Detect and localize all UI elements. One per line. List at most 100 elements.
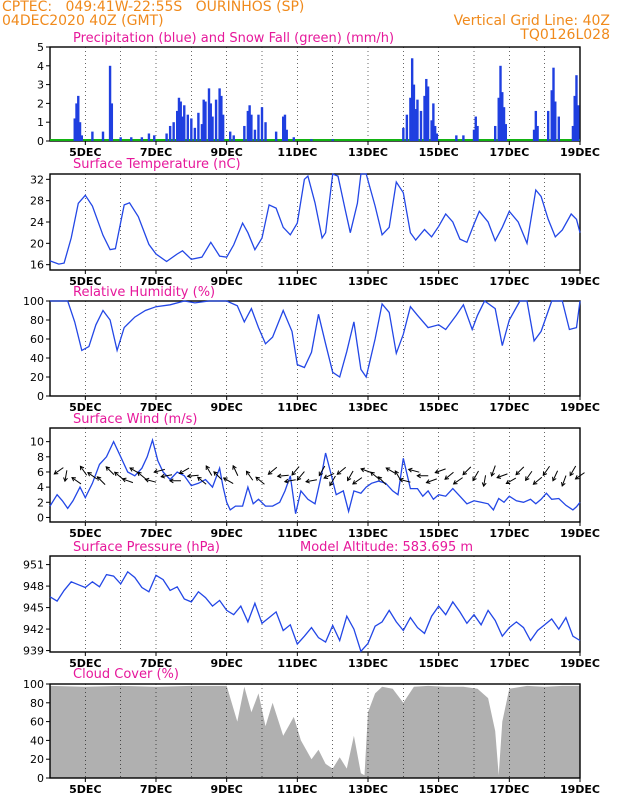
precip-bar [433,125,437,141]
rh-title: Relative Humidity (%) [73,285,215,300]
rh-ytick-label: 60 [30,333,44,346]
rh-xtick-label: 17DEC [489,401,529,414]
precip-bar [153,135,156,141]
cloud-xtick-label: 9DEC [210,783,242,796]
pressure-frame [49,555,581,653]
wind-arrow [452,477,463,485]
precip-bar [140,137,144,141]
pressure-xtick-label: 9DEC [210,657,242,670]
precip-bar [221,114,225,141]
rh-xtick-label: 19DEC [560,401,600,414]
precip-bar [264,122,267,141]
cloud-ytick-label: 60 [30,716,44,729]
wind-arrow [205,465,213,476]
precip-bar [108,65,112,141]
wind-arrow [121,477,134,484]
precip-xtick-label: 5DEC [69,146,101,159]
wind-arrow [377,476,387,486]
precip-bar [283,114,287,141]
temp-xtick-label: 15DEC [419,275,459,288]
wind-arrow [276,473,289,479]
precip-bar [292,137,295,141]
precip-xtick-label: 7DEC [140,146,172,159]
temp-xtick-label: 9DEC [210,275,242,288]
wind-arrow [105,466,115,476]
precip-bar [414,109,417,141]
rh-ytick-label: 100 [23,295,44,308]
precip-bar [405,114,409,141]
precip-bar [534,110,538,141]
precip-ytick-label: 2 [37,97,44,110]
cloud-xtick-label: 5DEC [69,783,101,796]
precip-bar [165,133,168,141]
pressure-ytick-label: 942 [23,623,44,636]
temp-xtick-label: 17DEC [489,275,529,288]
precip-bar [73,118,76,141]
precip-xtick-label: 9DEC [210,146,242,159]
temp-ytick-label: 32 [30,173,44,186]
wind-xtick-label: 13DEC [348,527,388,540]
precip-bar [274,131,278,141]
rh-xtick-label: 11DEC [277,401,317,414]
precip-bar [172,122,175,141]
wind-arrow [153,468,165,474]
precip-bar [412,84,416,141]
wind-arrow [472,470,479,482]
wind-arrow [515,466,525,476]
precip-bar [80,135,83,141]
precip-bar [248,105,251,141]
cloud-ytick-label: 100 [23,678,44,691]
precip-bar [416,99,419,141]
precip-bar [218,88,221,141]
precip-bar [571,125,575,141]
precip-bar [257,114,260,141]
temp-xtick-label: 13DEC [348,275,388,288]
precip-bar [547,110,550,141]
precip-bar [110,103,114,141]
wind-arrow [213,471,223,481]
rh-frame [49,300,581,397]
wind-arrow [360,467,372,474]
wind-xtick-label: 5DEC [69,527,101,540]
wind-arrow [144,477,157,483]
precip-bar [474,116,477,141]
precip-bar [501,92,504,141]
wind-arrow [462,466,472,476]
wind-arrow [296,471,305,481]
wind-arrow [490,465,496,477]
precip-bar [204,101,207,141]
precip-bar [75,103,78,141]
wind-arrow [434,468,446,474]
temp-series-line [49,173,581,265]
wind-series-line [49,437,581,514]
wind-arrow [305,478,317,484]
wind-xtick-label: 17DEC [489,527,529,540]
rh-xtick-label: 7DEC [140,401,172,414]
wind-arrow [407,467,420,473]
precip-bar [77,95,80,141]
wind-arrow [352,477,363,485]
rh-xtick-label: 15DEC [419,401,459,414]
cloud-title: Cloud Cover (%) [73,667,179,682]
pressure-xtick-label: 19DEC [560,657,600,670]
precip-bar [573,95,576,141]
wind-arrow [561,475,567,487]
wind-ytick-label: 6 [37,466,44,479]
pressure-xtick-label: 15DEC [419,657,459,670]
precip-xtick-label: 15DEC [419,146,459,159]
wind-frame [49,427,581,523]
precip-bar [91,131,94,141]
precip-xtick-label: 11DEC [277,146,317,159]
wind-arrow [291,466,300,476]
precip-bar [202,99,205,141]
precip-bar [200,124,204,141]
precip-bar [575,75,578,141]
wind-arrow [398,477,411,483]
precip-bar [552,67,555,141]
precip-bar [499,65,502,141]
wind-arrow [425,478,437,484]
wind-xtick-label: 7DEC [140,527,172,540]
pressure-series-line [49,570,581,653]
wind-arrow [496,473,508,479]
precip-title: Precipitation (blue) and Snow Fall (gree… [73,31,394,46]
